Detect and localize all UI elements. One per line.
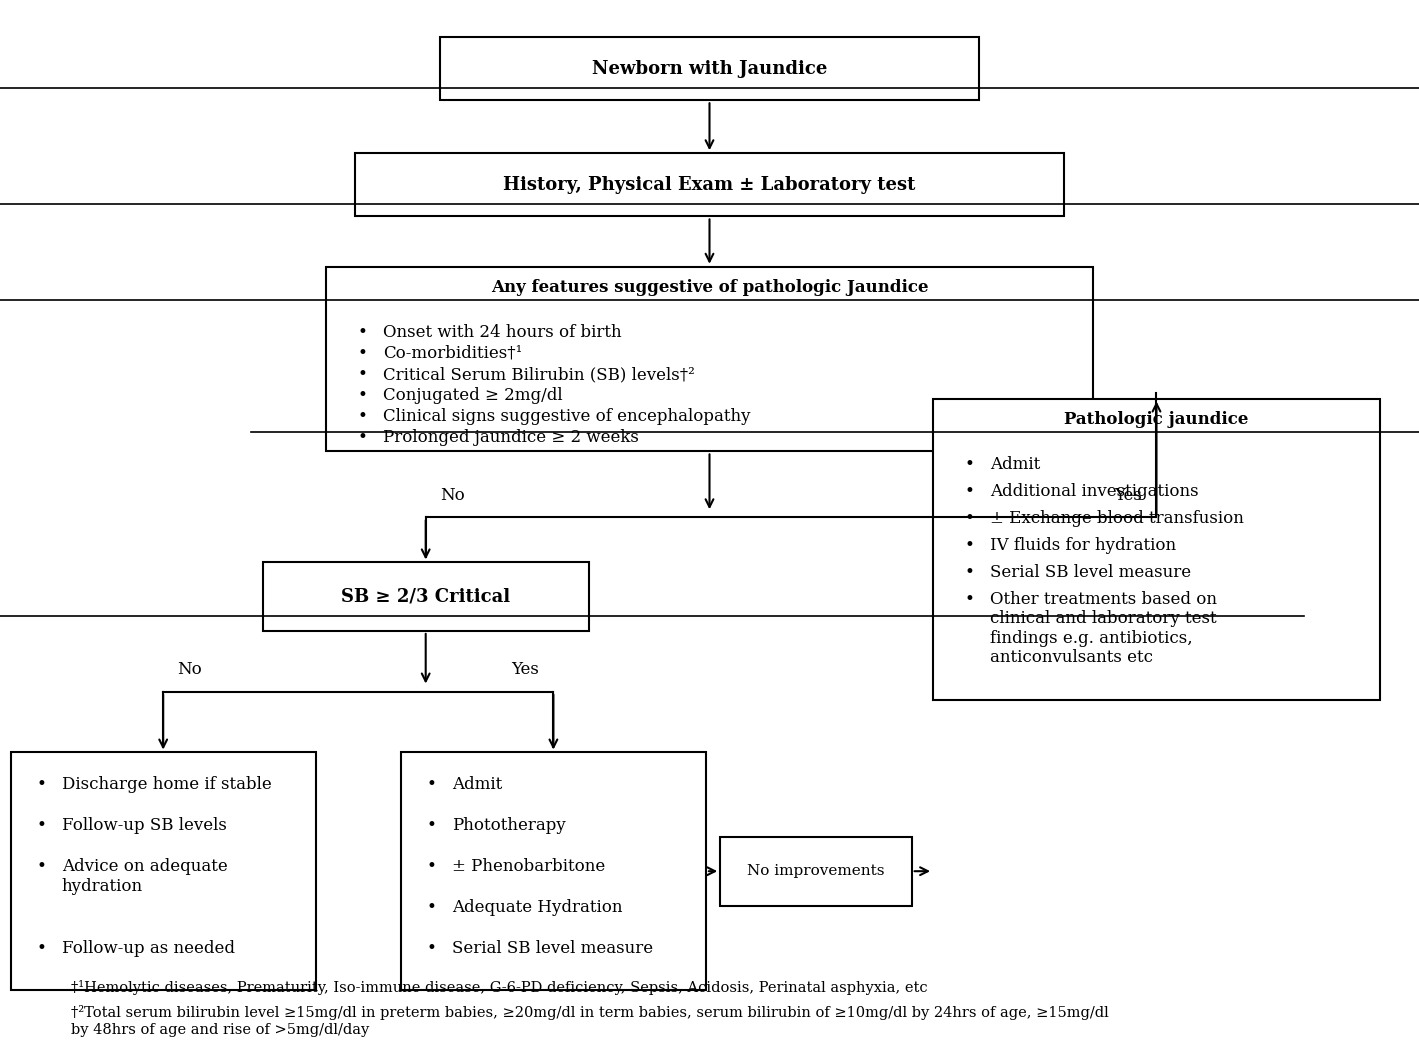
Text: Prolonged jaundice ≥ 2 weeks: Prolonged jaundice ≥ 2 weeks <box>383 430 639 447</box>
Text: •: • <box>427 857 436 875</box>
Text: •: • <box>37 857 45 875</box>
Text: •: • <box>965 483 973 499</box>
Text: Admit: Admit <box>453 775 502 793</box>
Text: Any features suggestive of pathologic Jaundice: Any features suggestive of pathologic Ja… <box>491 279 928 297</box>
Text: Yes: Yes <box>511 661 539 678</box>
Text: •: • <box>37 775 45 793</box>
Text: •: • <box>37 941 45 958</box>
Text: ± Phenobarbitone: ± Phenobarbitone <box>453 857 604 875</box>
Text: Onset with 24 hours of birth: Onset with 24 hours of birth <box>383 323 622 341</box>
Text: Follow-up SB levels: Follow-up SB levels <box>62 817 227 834</box>
Text: Serial SB level measure: Serial SB level measure <box>990 564 1191 581</box>
Text: •: • <box>965 456 973 473</box>
Text: •: • <box>358 430 368 447</box>
Text: •: • <box>427 817 436 834</box>
Text: Co-morbidities†¹: Co-morbidities†¹ <box>383 344 522 362</box>
Text: ± Exchange blood transfusion: ± Exchange blood transfusion <box>990 510 1243 527</box>
Text: Serial SB level measure: Serial SB level measure <box>453 941 653 958</box>
Text: No: No <box>177 661 201 678</box>
Text: Additional investigations: Additional investigations <box>990 483 1199 499</box>
Text: •: • <box>427 775 436 793</box>
Text: Other treatments based on
clinical and laboratory test
findings e.g. antibiotics: Other treatments based on clinical and l… <box>990 590 1216 666</box>
Text: •: • <box>965 590 973 607</box>
Text: •: • <box>427 900 436 917</box>
Text: IV fluids for hydration: IV fluids for hydration <box>990 536 1176 553</box>
Text: •: • <box>358 366 368 383</box>
Text: SB ≥ 2/3 Critical: SB ≥ 2/3 Critical <box>341 587 511 606</box>
Bar <box>263 562 589 631</box>
Text: †¹Hemolytic diseases, Prematurity, Iso-immune disease, G-6-PD deficiency, Sepsis: †¹Hemolytic diseases, Prematurity, Iso-i… <box>71 980 928 995</box>
Text: •: • <box>965 564 973 581</box>
Bar <box>440 37 979 100</box>
Text: •: • <box>358 386 368 404</box>
Bar <box>934 398 1379 699</box>
Text: •: • <box>965 536 973 553</box>
Text: No: No <box>440 487 464 504</box>
Text: •: • <box>358 409 368 426</box>
Text: Admit: Admit <box>990 456 1040 473</box>
Text: Conjugated ≥ 2mg/dl: Conjugated ≥ 2mg/dl <box>383 386 563 404</box>
Text: No improvements: No improvements <box>748 864 884 879</box>
Text: Critical Serum Bilirubin (SB) levels†²: Critical Serum Bilirubin (SB) levels†² <box>383 366 695 383</box>
Text: Newborn with Jaundice: Newborn with Jaundice <box>592 59 827 78</box>
Text: †²Total serum bilirubin level ≥15mg/dl in preterm babies, ≥20mg/dl in term babie: †²Total serum bilirubin level ≥15mg/dl i… <box>71 1005 1108 1037</box>
Text: •: • <box>427 941 436 958</box>
Text: Pathologic jaundice: Pathologic jaundice <box>1064 412 1249 429</box>
Text: •: • <box>965 510 973 527</box>
Bar <box>355 153 1064 216</box>
Text: •: • <box>37 817 45 834</box>
Text: Clinical signs suggestive of encephalopathy: Clinical signs suggestive of encephalopa… <box>383 409 751 426</box>
Text: Advice on adequate
hydration: Advice on adequate hydration <box>62 857 227 894</box>
Text: Phototherapy: Phototherapy <box>453 817 566 834</box>
Text: •: • <box>358 344 368 362</box>
Text: History, Physical Exam ± Laboratory test: History, Physical Exam ± Laboratory test <box>504 175 915 194</box>
Text: Adequate Hydration: Adequate Hydration <box>453 900 623 917</box>
Text: Follow-up as needed: Follow-up as needed <box>62 941 234 958</box>
Bar <box>402 752 707 991</box>
Bar <box>11 752 315 991</box>
Text: •: • <box>358 323 368 341</box>
Text: Discharge home if stable: Discharge home if stable <box>62 775 271 793</box>
Bar <box>326 266 1093 451</box>
Text: Yes: Yes <box>1114 487 1142 504</box>
Bar <box>719 836 911 906</box>
